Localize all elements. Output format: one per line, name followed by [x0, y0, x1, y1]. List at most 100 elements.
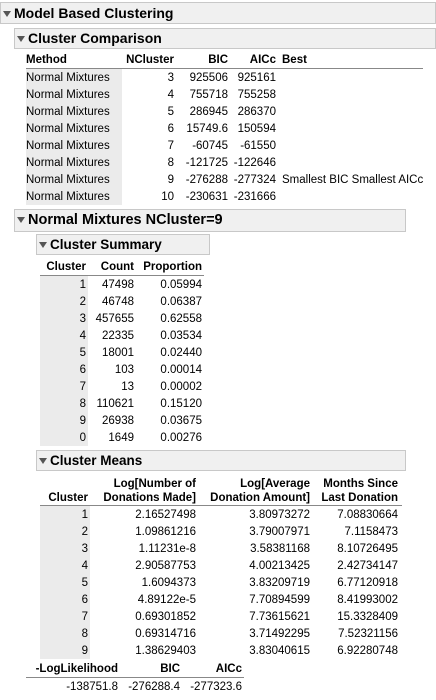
cluster-cell: 2 — [40, 523, 90, 540]
table-row: 3 1.11231e-8 3.58381168 8.10726495 — [40, 540, 402, 557]
fit-statistics-table: -LogLikelihood BIC AICc -138751.8 -27628… — [26, 660, 244, 695]
table-row: 2 46748 0.06387 — [40, 293, 204, 310]
log-number-donations-cell: 1.6094373 — [141, 576, 196, 589]
ncluster-cell: 7 — [167, 139, 174, 152]
table-row: -138751.8 -276288.4 -277323.6 — [26, 678, 244, 696]
proportion-cell: 0.05994 — [160, 278, 202, 291]
ncluster-cell: 3 — [167, 71, 174, 84]
log-number-donations-cell: 2.90587753 — [135, 559, 196, 572]
months-since-last-donation-cell: 7.08830664 — [337, 508, 398, 521]
best-cell — [276, 69, 423, 87]
column-header-best[interactable]: Best — [276, 51, 424, 69]
cluster-cell: 8 — [40, 395, 88, 412]
column-header-cluster[interactable]: Cluster — [40, 258, 88, 276]
proportion-cell: 0.02440 — [160, 346, 202, 359]
bic-cell: -276288 — [185, 173, 228, 186]
table-row: 9 26938 0.03675 — [40, 412, 204, 429]
proportion-cell: 0.62558 — [160, 312, 202, 325]
ncluster-cell: 9 — [167, 173, 174, 186]
table-header-row: Cluster Count Proportion — [40, 258, 204, 276]
column-header-count[interactable]: Count — [88, 258, 136, 276]
log-number-donations-cell: 1.09861216 — [135, 525, 196, 538]
table-row: 4 22335 0.03534 — [40, 327, 204, 344]
aicc-cell: -231666 — [233, 190, 276, 203]
log-average-donation-cell: 3.71492295 — [249, 627, 310, 640]
log-average-donation-cell: 7.73615621 — [249, 610, 310, 623]
cluster-means-header[interactable]: Cluster Means — [36, 450, 406, 471]
cluster-cell: 0 — [40, 429, 88, 446]
best-cell: Smallest BIC Smallest AICc — [282, 173, 424, 186]
log-average-donation-cell: 3.58381168 — [250, 542, 310, 555]
bic-value: -276288.4 — [128, 680, 180, 693]
cluster-cell: 9 — [40, 412, 88, 429]
column-header-bic[interactable]: BIC — [120, 660, 182, 678]
table-row: 6 4.89122e-5 7.70894599 8.41993002 — [40, 591, 402, 608]
cluster-cell: 7 — [40, 608, 90, 625]
count-cell: 457655 — [95, 312, 134, 325]
table-row: 4 2.90587753 4.00213425 2.42734147 — [40, 557, 402, 574]
column-header-log-number-donations[interactable]: Log[Number of Donations Made] — [90, 473, 200, 506]
model-based-clustering-header[interactable]: Model Based Clustering — [0, 2, 436, 24]
table-row: 7 0.69301852 7.73615621 15.3328409 — [40, 608, 402, 625]
table-row: Normal Mixtures 10 -230631 -231666 — [26, 188, 423, 205]
table-row: 1 47498 0.05994 — [40, 275, 204, 293]
column-header-cluster[interactable]: Cluster — [40, 473, 90, 506]
disclosure-triangle-icon[interactable] — [3, 10, 11, 17]
cluster-cell: 1 — [40, 505, 90, 523]
cluster-cell: 4 — [40, 327, 88, 344]
cluster-cell: 3 — [40, 540, 90, 557]
column-header-aicc[interactable]: AICc — [228, 51, 276, 69]
best-cell — [276, 188, 423, 205]
table-row: Normal Mixtures 5 286945 286370 — [26, 103, 423, 120]
column-header-method[interactable]: Method — [26, 51, 122, 69]
count-cell: 47498 — [102, 278, 134, 291]
normal-mixtures-header[interactable]: Normal Mixtures NCluster=9 — [14, 209, 406, 232]
bic-cell: 925506 — [189, 71, 228, 84]
cluster-cell: 5 — [40, 574, 90, 591]
log-average-donation-cell: 7.70894599 — [249, 593, 310, 606]
log-average-donation-cell: 4.00213425 — [249, 559, 310, 572]
log-number-donations-cell: 0.69301852 — [135, 610, 196, 623]
count-cell: 13 — [121, 380, 134, 393]
months-since-last-donation-cell: 2.42734147 — [337, 559, 398, 572]
table-row: 6 103 0.00014 — [40, 361, 204, 378]
column-header-loglikelihood[interactable]: -LogLikelihood — [26, 660, 120, 678]
disclosure-triangle-icon[interactable] — [17, 216, 25, 223]
column-header-bic[interactable]: BIC — [174, 51, 228, 69]
cluster-summary-header[interactable]: Cluster Summary — [36, 234, 210, 255]
disclosure-triangle-icon[interactable] — [17, 35, 25, 42]
method-cell: Normal Mixtures — [26, 103, 122, 120]
column-header-months-since-last-donation[interactable]: Months Since Last Donation — [314, 473, 402, 506]
best-cell — [276, 120, 423, 137]
method-cell: Normal Mixtures — [26, 154, 122, 171]
table-row: Normal Mixtures 3 925506 925161 — [26, 68, 423, 87]
log-number-donations-cell: 1.11231e-8 — [138, 542, 196, 555]
disclosure-triangle-icon[interactable] — [39, 457, 47, 464]
cluster-comparison-header[interactable]: Cluster Comparison — [14, 28, 436, 49]
table-row: 5 1.6094373 3.83209719 6.77120918 — [40, 574, 402, 591]
table-row: 2 1.09861216 3.79007971 7.1158473 — [40, 523, 402, 540]
aicc-cell: 286370 — [237, 105, 276, 118]
cluster-cell: 6 — [40, 361, 88, 378]
cluster-cell: 1 — [40, 275, 88, 293]
column-header-ncluster[interactable]: NCluster — [122, 51, 174, 69]
proportion-cell: 0.03675 — [160, 414, 202, 427]
log-number-donations-cell: 4.89122e-5 — [137, 593, 196, 606]
ncluster-cell: 6 — [167, 122, 174, 135]
bic-cell: -121725 — [185, 156, 228, 169]
method-cell: Normal Mixtures — [26, 86, 122, 103]
best-cell — [276, 103, 423, 120]
ncluster-cell: 4 — [167, 88, 174, 101]
column-header-proportion[interactable]: Proportion — [136, 258, 204, 276]
method-cell: Normal Mixtures — [26, 68, 122, 86]
disclosure-triangle-icon[interactable] — [39, 241, 47, 248]
cluster-comparison-title: Cluster Comparison — [28, 30, 162, 46]
column-header-log-average-donation[interactable]: Log[Average Donation Amount] — [200, 473, 314, 506]
cluster-cell: 8 — [40, 625, 90, 642]
cluster-summary-title: Cluster Summary — [50, 237, 162, 252]
loglikelihood-value: -138751.8 — [66, 680, 118, 693]
cluster-cell: 4 — [40, 557, 90, 574]
column-header-aicc[interactable]: AICc — [182, 660, 244, 678]
bic-cell: 755718 — [189, 88, 228, 101]
count-cell: 110621 — [96, 397, 134, 410]
